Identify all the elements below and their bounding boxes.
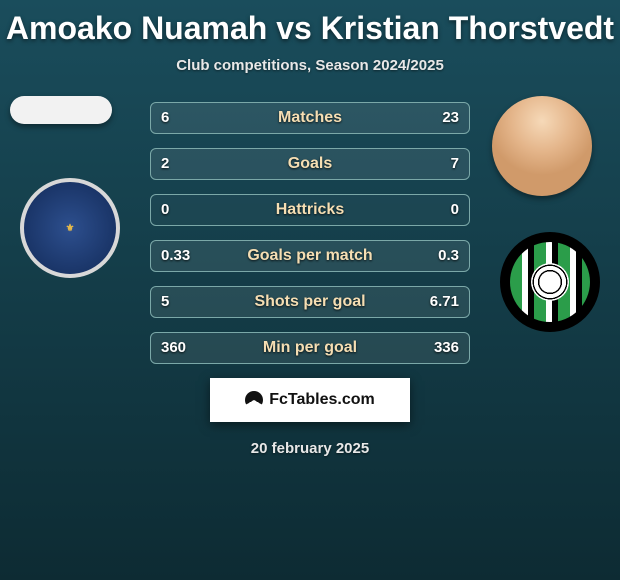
stat-label: Hattricks — [151, 195, 469, 225]
page-title: Amoako Nuamah vs Kristian Thorstvedt — [0, 0, 620, 47]
club-badge-left-icon: ⚜ — [66, 223, 75, 234]
stat-row: 00Hattricks — [150, 194, 470, 226]
player-right-avatar — [492, 96, 592, 196]
club-badge-right-ball-icon — [531, 263, 569, 301]
brand-text: FcTables.com — [269, 391, 375, 409]
stat-row: 360336Min per goal — [150, 332, 470, 364]
brand-logo-icon — [245, 391, 263, 409]
stat-row: 27Goals — [150, 148, 470, 180]
stat-row: 0.330.3Goals per match — [150, 240, 470, 272]
subtitle: Club competitions, Season 2024/2025 — [0, 57, 620, 74]
stat-label: Matches — [151, 103, 469, 133]
stat-label: Goals per match — [151, 241, 469, 271]
stat-label: Min per goal — [151, 333, 469, 363]
date-label: 20 february 2025 — [0, 440, 620, 457]
stat-row: 623Matches — [150, 102, 470, 134]
stat-label: Goals — [151, 149, 469, 179]
brand-badge: FcTables.com — [210, 378, 410, 422]
club-badge-left: ⚜ — [20, 178, 120, 278]
club-badge-right — [500, 232, 600, 332]
club-badge-right-inner — [510, 242, 590, 322]
stat-label: Shots per goal — [151, 287, 469, 317]
player-left-avatar — [10, 96, 112, 124]
stats-list: 623Matches 27Goals 00Hattricks 0.330.3Goals… — [150, 102, 470, 364]
stat-row: 56.71Shots per goal — [150, 286, 470, 318]
comparison-content: ⚜ 623Matches 27Goals 00Hattricks 0.330.3Goa… — [0, 102, 620, 457]
